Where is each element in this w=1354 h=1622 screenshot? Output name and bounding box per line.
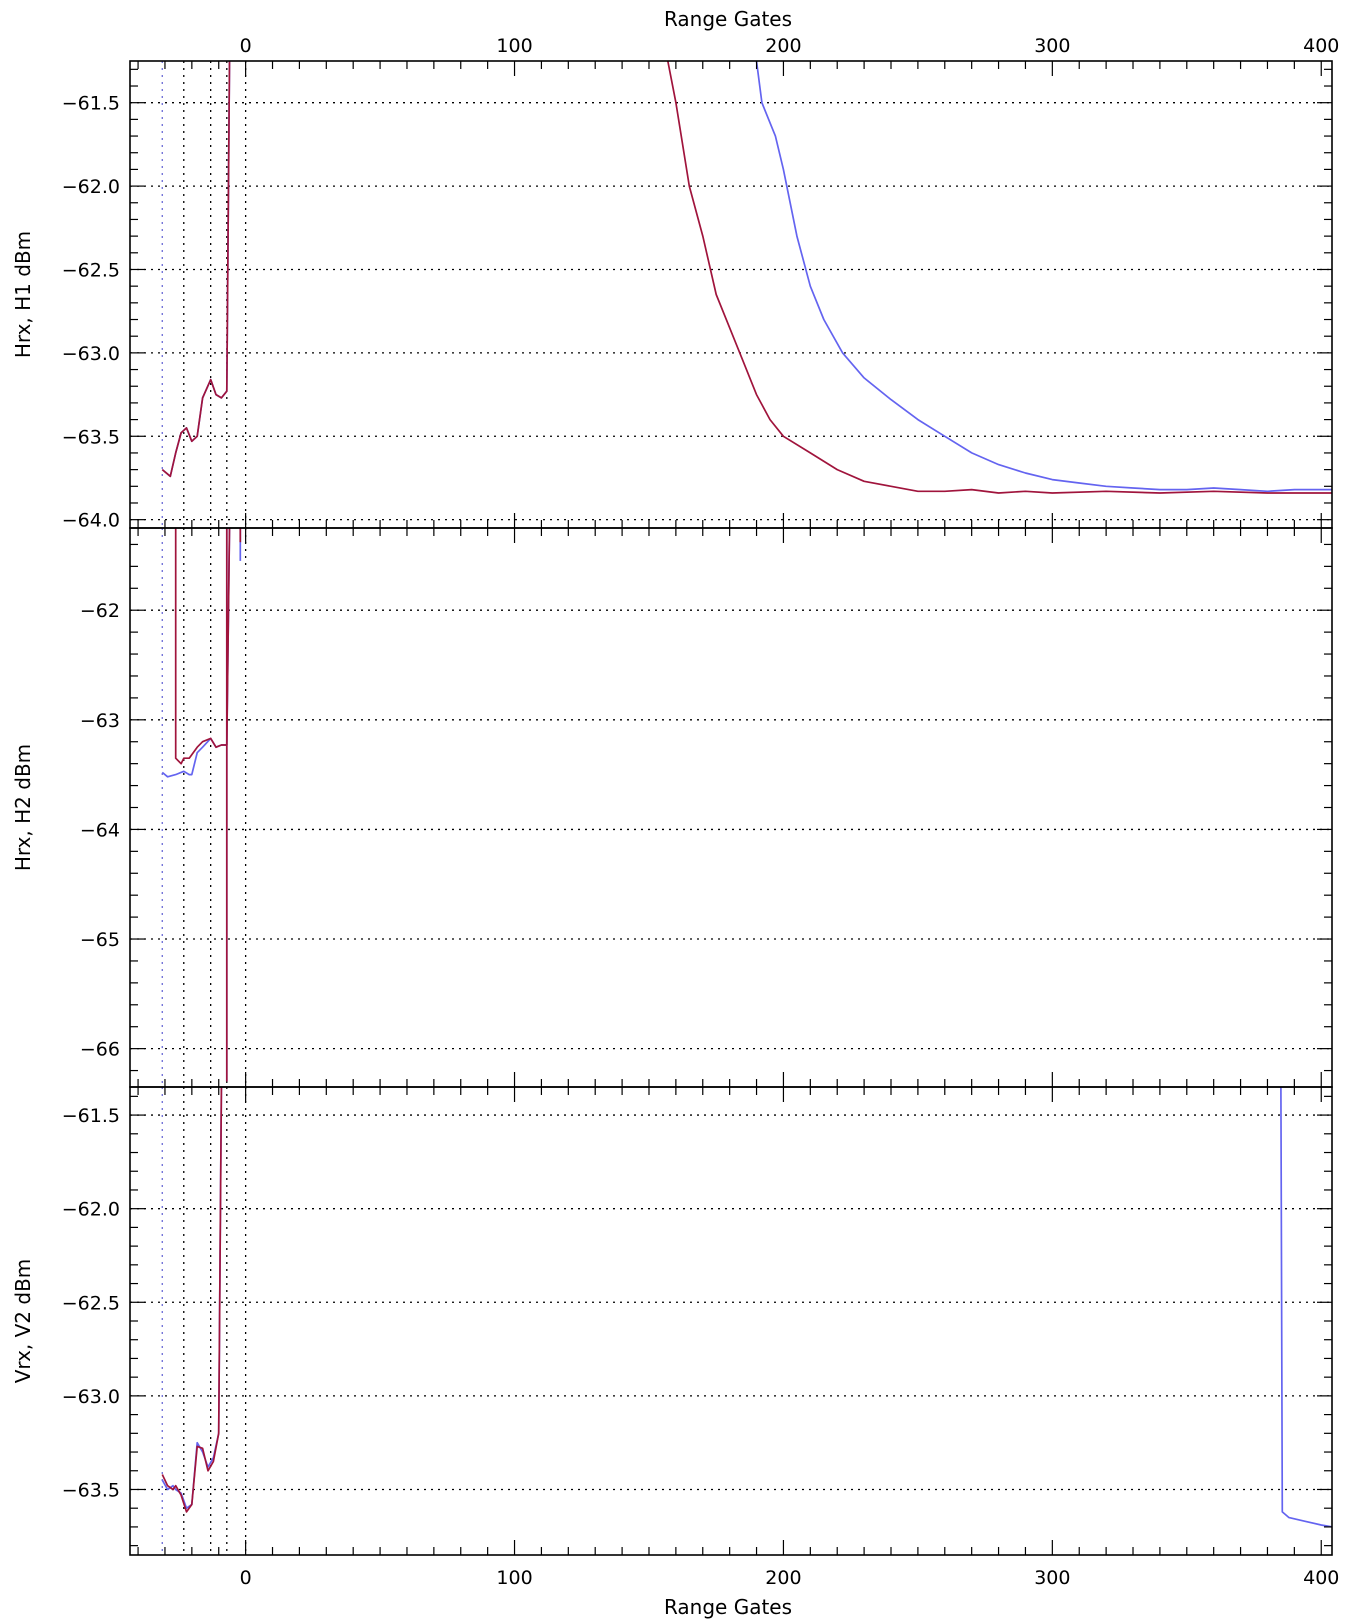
y-axis-title: Vrx, V2 dBm — [11, 1259, 35, 1384]
y-tick-label: −64 — [80, 819, 120, 841]
top-x-tick-label: 300 — [1034, 35, 1070, 57]
y-tick-label: −63.0 — [62, 1386, 120, 1408]
y-axis-title: Hrx, H2 dBm — [11, 744, 35, 871]
blue-series-line — [755, 61, 1332, 493]
panel-series-group — [161, 528, 242, 1082]
red-series-line — [161, 61, 231, 478]
y-tick-label: −65 — [80, 929, 120, 951]
top-x-axis-title: Range Gates — [664, 7, 792, 31]
red-series-line — [174, 528, 231, 765]
y-tick-label: −62.0 — [62, 1199, 120, 1221]
panel-series-group — [161, 1087, 1332, 1528]
data-layer — [161, 61, 1332, 1528]
bottom-x-tick-label: 100 — [496, 1567, 532, 1589]
top-x-tick-label: 400 — [1303, 35, 1339, 57]
y-axis-title: Hrx, H1 dBm — [11, 231, 35, 358]
panel-frame — [129, 1086, 1333, 1556]
top-x-tick-label: 200 — [765, 35, 801, 57]
panel-frame — [129, 527, 1333, 1088]
y-tick-label: −63.5 — [62, 426, 120, 448]
y-tick-label: −63.5 — [62, 1479, 120, 1501]
grid-layer — [130, 61, 1332, 1555]
blue-series-line — [161, 61, 231, 478]
top-x-tick-label: 100 — [496, 35, 532, 57]
red-series-line — [666, 61, 1332, 494]
y-tick-label: −61.5 — [62, 1105, 120, 1127]
y-tick-label: −66 — [80, 1039, 120, 1061]
y-tick-label: −63.0 — [62, 343, 120, 365]
bottom-x-tick-label: 400 — [1303, 1567, 1339, 1589]
y-tick-label: −62 — [80, 600, 120, 622]
labels-layer: Range Gates Range Gates 0 0 100 100 200 200 30… — [11, 7, 1339, 1619]
panel-series-group — [161, 61, 1332, 494]
blue-series-line — [161, 528, 231, 778]
y-tick-label: −63 — [80, 710, 120, 732]
bottom-x-tick-label: 0 — [240, 1567, 252, 1589]
panel-frame — [129, 60, 1333, 529]
y-tick-label: −61.5 — [62, 93, 120, 115]
bottom-x-tick-label: 300 — [1034, 1567, 1070, 1589]
blue-series-line — [161, 1087, 223, 1510]
red-series-line — [161, 1087, 223, 1513]
top-x-tick-label: 0 — [240, 35, 252, 57]
y-tick-label: −62.5 — [62, 259, 120, 281]
y-tick-label: −62.0 — [62, 176, 120, 198]
axes-layer — [129, 60, 1333, 1556]
y-tick-label: −62.5 — [62, 1292, 120, 1314]
y-tick-label: −64.0 — [62, 510, 120, 532]
blue-series-line — [1280, 1087, 1332, 1528]
bottom-x-axis-title: Range Gates — [664, 1595, 792, 1619]
bottom-x-tick-label: 200 — [765, 1567, 801, 1589]
